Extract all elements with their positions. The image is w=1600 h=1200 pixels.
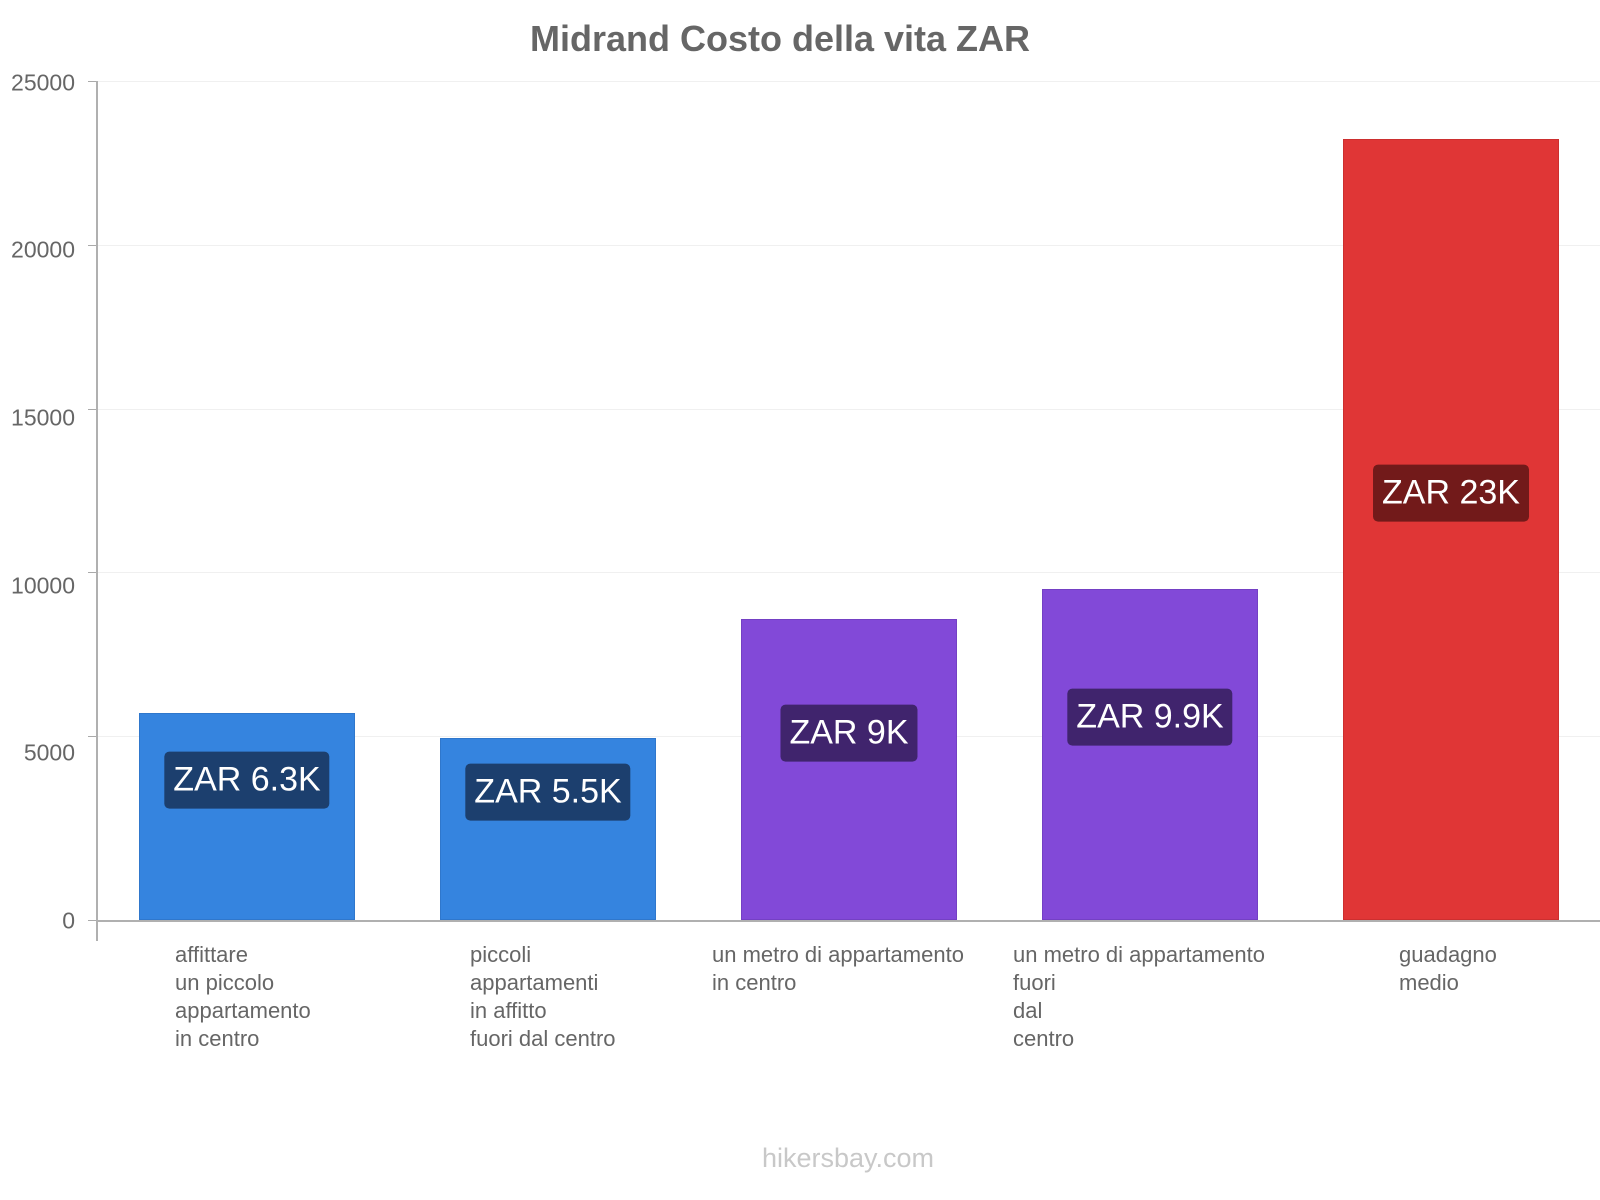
bar-rent-small-center[interactable]: ZAR 6.3K: [139, 713, 355, 920]
gridline: [97, 245, 1600, 246]
x-tick-label: piccoli appartamenti in affitto fuori da…: [470, 942, 616, 1051]
y-tick-mark: [88, 920, 97, 921]
y-tick-mark: [88, 409, 97, 410]
bar-average-income[interactable]: ZAR 23K: [1343, 139, 1559, 920]
watermark: hikersbay.com: [761, 1143, 935, 1173]
bar-value-label: ZAR 9K: [780, 704, 918, 762]
y-tick-label: 20000: [11, 236, 75, 263]
y-tick-label: 25000: [11, 69, 75, 96]
bar-value-label: ZAR 9.9K: [1067, 688, 1233, 746]
x-tick-label: un metro di appartamento fuori dal centr…: [1013, 942, 1265, 1051]
bar-sqm-center[interactable]: ZAR 9K: [741, 619, 957, 920]
bar-rent-small-outside[interactable]: ZAR 5.5K: [440, 738, 656, 920]
y-tick-mark: [88, 81, 97, 82]
y-tick-label: 10000: [11, 572, 75, 599]
bar-sqm-outside[interactable]: ZAR 9.9K: [1042, 589, 1258, 920]
y-tick-label: 5000: [23, 739, 75, 766]
y-tick-label: 0: [62, 907, 75, 934]
y-tick-mark: [88, 572, 97, 573]
x-tick-label: un metro di appartamento in centro: [712, 942, 964, 995]
bar-value-label: ZAR 5.5K: [465, 763, 631, 821]
x-tick-label: guadagno medio: [1399, 942, 1497, 995]
y-tick-mark: [88, 736, 97, 737]
gridline: [97, 409, 1600, 410]
gridline: [97, 572, 1600, 573]
y-axis: [96, 81, 98, 941]
bar-value-label: ZAR 23K: [1373, 464, 1529, 522]
chart-title: Midrand Costo della vita ZAR: [529, 18, 1031, 59]
x-axis: [96, 920, 1600, 922]
gridline: [97, 81, 1600, 82]
y-tick-label: 15000: [11, 404, 75, 431]
x-tick-label: affittare un piccolo appartamento in cen…: [175, 942, 311, 1051]
y-tick-mark: [88, 245, 97, 246]
bar-value-label: ZAR 6.3K: [164, 751, 330, 809]
